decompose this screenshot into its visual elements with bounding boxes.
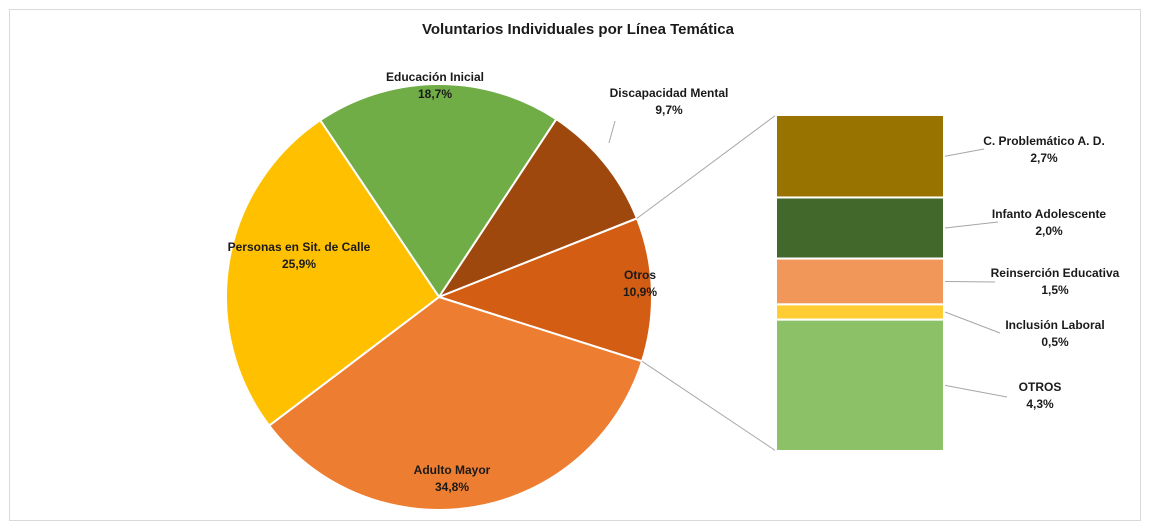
bar-segment bbox=[775, 196, 945, 260]
chart-title: Voluntarios Individuales por Línea Temát… bbox=[422, 21, 735, 38]
data-label-value: 10,9% bbox=[623, 285, 657, 299]
data-label-value: 34,8% bbox=[435, 480, 469, 494]
data-label-name: Educación Inicial bbox=[386, 70, 484, 84]
leader-line bbox=[944, 384, 1008, 398]
data-label-name: Infanto Adolescente bbox=[992, 207, 1107, 221]
data-label-value: 9,7% bbox=[655, 103, 683, 117]
bar-segment bbox=[775, 257, 945, 306]
pie-slice bbox=[267, 295, 644, 511]
leader-line bbox=[944, 311, 1001, 334]
data-label-name: Inclusión Laboral bbox=[1005, 318, 1104, 332]
data-label-value: 2,0% bbox=[1035, 224, 1063, 238]
bar-segment bbox=[775, 114, 945, 199]
data-label-name: Discapacidad Mental bbox=[610, 86, 729, 100]
leader-line bbox=[944, 221, 999, 229]
pie-slice bbox=[436, 217, 653, 363]
data-label-name: Personas en Sit. de Calle bbox=[228, 240, 371, 254]
connector-line bbox=[641, 360, 777, 452]
data-label-name: C. Problemático A. D. bbox=[983, 134, 1105, 148]
data-label-value: 0,5% bbox=[1041, 335, 1069, 349]
bar-segment bbox=[775, 303, 945, 321]
data-label-value: 4,3% bbox=[1026, 397, 1054, 411]
leader-line bbox=[608, 120, 616, 144]
leader-line bbox=[944, 280, 996, 283]
pie-slice bbox=[318, 83, 558, 299]
leader-line bbox=[944, 148, 985, 157]
data-label-name: Otros bbox=[624, 268, 656, 282]
data-label-value: 18,7% bbox=[418, 87, 452, 101]
pie-slice bbox=[225, 118, 441, 428]
data-label-name: OTROS bbox=[1019, 380, 1062, 394]
bar-segment bbox=[775, 318, 945, 452]
data-label-name: Adulto Mayor bbox=[414, 463, 491, 477]
data-label-value: 25,9% bbox=[282, 257, 316, 271]
connector-line bbox=[636, 114, 777, 219]
data-label-name: Reinserción Educativa bbox=[991, 266, 1120, 280]
pie-slice bbox=[436, 117, 639, 300]
data-label-value: 1,5% bbox=[1041, 283, 1069, 297]
data-label-value: 2,7% bbox=[1030, 151, 1058, 165]
